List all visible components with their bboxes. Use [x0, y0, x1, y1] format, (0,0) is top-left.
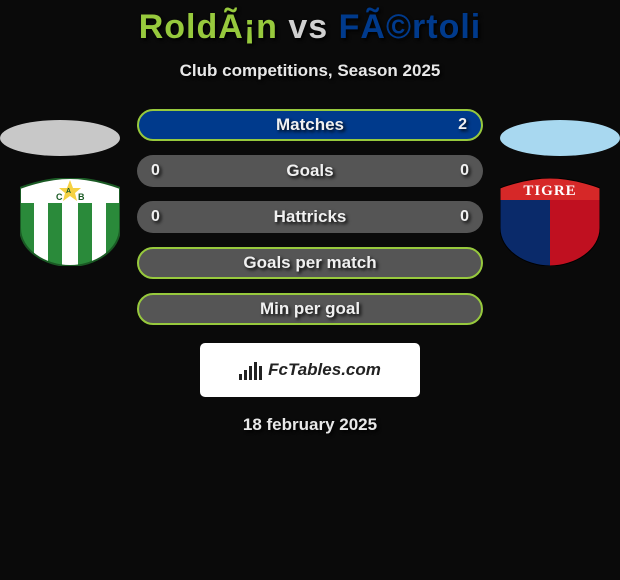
- stat-right-value: 2: [458, 116, 467, 134]
- stat-label: Goals per match: [243, 253, 376, 273]
- stat-row: Min per goal: [137, 293, 483, 325]
- stat-label: Min per goal: [260, 299, 360, 319]
- logo-label: FcTables.com: [268, 360, 381, 380]
- stat-right-value: 0: [460, 162, 469, 180]
- bars-icon: [239, 360, 262, 380]
- title-player2: FÃ©rtoli: [339, 8, 482, 46]
- comparison-card: RoldÃ¡n vs FÃ©rtoli Club competitions, S…: [0, 0, 620, 580]
- stat-row: 0 Hattricks 0: [137, 201, 483, 233]
- title-vs: vs: [288, 8, 328, 46]
- stat-left-value: 0: [151, 162, 160, 180]
- stat-label: Hattricks: [274, 207, 347, 227]
- subtitle: Club competitions, Season 2025: [0, 61, 620, 81]
- stat-row: Goals per match: [137, 247, 483, 279]
- stat-label: Matches: [276, 115, 344, 135]
- stat-row: Matches 2: [137, 109, 483, 141]
- stat-right-value: 0: [460, 208, 469, 226]
- logo-content: FcTables.com: [239, 360, 381, 380]
- stat-row: 0 Goals 0: [137, 155, 483, 187]
- stats-list: Matches 2 0 Goals 0 0 Hattricks 0 Goals per matc…: [0, 109, 620, 325]
- page-title: RoldÃ¡n vs FÃ©rtoli: [0, 8, 620, 47]
- fctables-logo: FcTables.com: [200, 343, 420, 397]
- stat-left-value: 0: [151, 208, 160, 226]
- title-player1: RoldÃ¡n: [139, 8, 278, 46]
- date-label: 18 february 2025: [0, 415, 620, 435]
- stat-label: Goals: [286, 161, 333, 181]
